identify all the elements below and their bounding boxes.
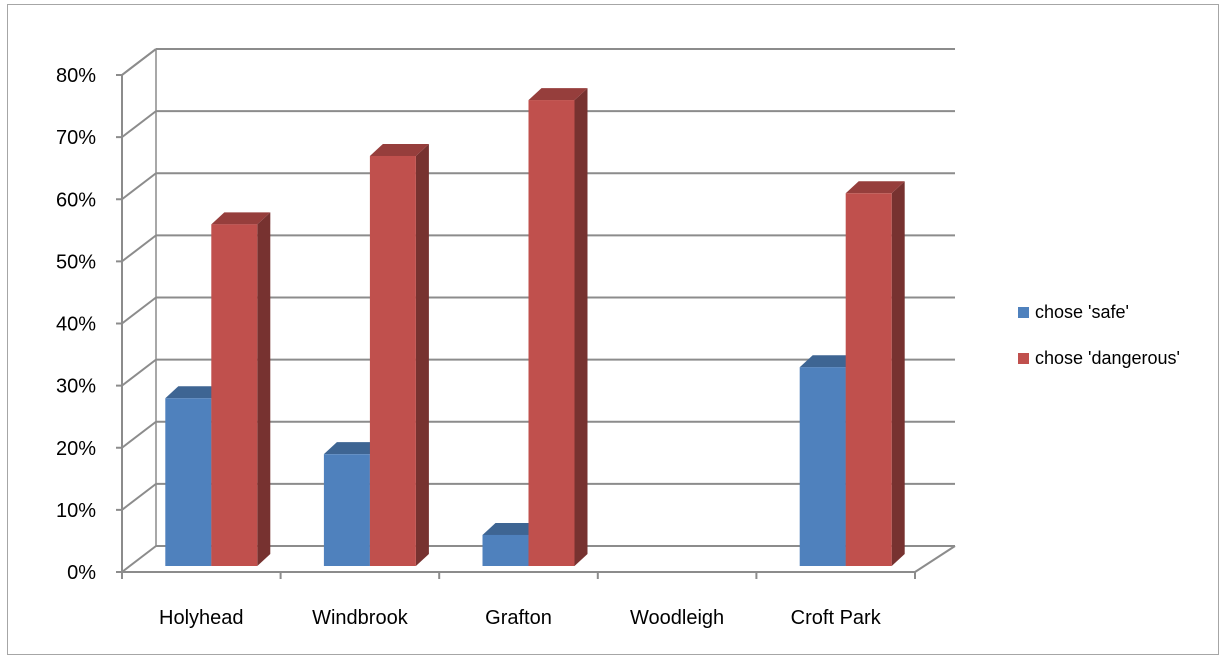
bar-front [323, 454, 370, 566]
bar-top [845, 181, 905, 194]
x-tick-label: Croft Park [791, 607, 882, 629]
bar-front [845, 193, 892, 566]
gridline-wall [121, 545, 157, 573]
y-tick-label: 20% [56, 438, 96, 460]
bar-top [323, 442, 383, 455]
gridline-wall [121, 358, 157, 387]
gridline-wall [121, 110, 157, 138]
bar-front [528, 100, 575, 566]
bar-top [165, 386, 225, 399]
bar-side [415, 143, 429, 566]
bar [528, 88, 588, 566]
gridline-wall [121, 234, 157, 263]
gridline-wall [121, 296, 157, 325]
bar [211, 212, 271, 566]
bar-top [369, 143, 429, 156]
bars [165, 88, 905, 566]
gridline-wall [121, 483, 157, 511]
bar [845, 181, 905, 566]
axes [116, 74, 956, 579]
bar-top [211, 212, 271, 225]
bar-side [257, 212, 271, 566]
bar-front [482, 534, 529, 566]
bar-top [528, 88, 588, 101]
legend: chose 'safe' chose 'dangerous' [1018, 302, 1180, 368]
y-tick-label: 30% [56, 376, 96, 398]
legend-label: chose 'safe' [1035, 302, 1129, 322]
x-tick-label: Windbrook [312, 607, 409, 629]
y-tick-label: 10% [56, 500, 96, 522]
y-tick-label: 60% [56, 189, 96, 211]
floor-right-edge [914, 545, 956, 573]
bar-front [369, 155, 416, 566]
y-tick-label: 0% [67, 562, 96, 584]
y-tick-label: 50% [56, 251, 96, 273]
bar-front [799, 367, 846, 566]
bar-side [891, 181, 905, 566]
gridline-wall [121, 48, 157, 76]
x-tick-labels: Holyhead Windbrook Grafton Woodleigh Croft P… [159, 607, 882, 629]
bar-side [574, 88, 588, 566]
gridline-wall [121, 172, 157, 201]
x-tick-label: Holyhead [159, 607, 244, 629]
bar-top [482, 522, 542, 535]
bar-top [799, 355, 859, 368]
legend-swatch [1018, 353, 1029, 364]
legend-label: chose 'dangerous' [1035, 348, 1180, 368]
legend-swatch [1018, 307, 1029, 318]
bar-front [165, 398, 212, 566]
x-tick-label: Grafton [485, 607, 552, 629]
x-tick-label: Woodleigh [630, 607, 724, 629]
bar [369, 143, 429, 566]
bar [799, 355, 859, 566]
y-tick-label: 70% [56, 127, 96, 149]
y-tick-label: 80% [56, 65, 96, 87]
y-tick-labels: 0% 10% 20% 30% 40% 50% 60% 70% 80% [56, 65, 96, 584]
y-tick-label: 40% [56, 314, 96, 336]
gridline-wall [121, 420, 157, 449]
bar-front [211, 224, 258, 566]
